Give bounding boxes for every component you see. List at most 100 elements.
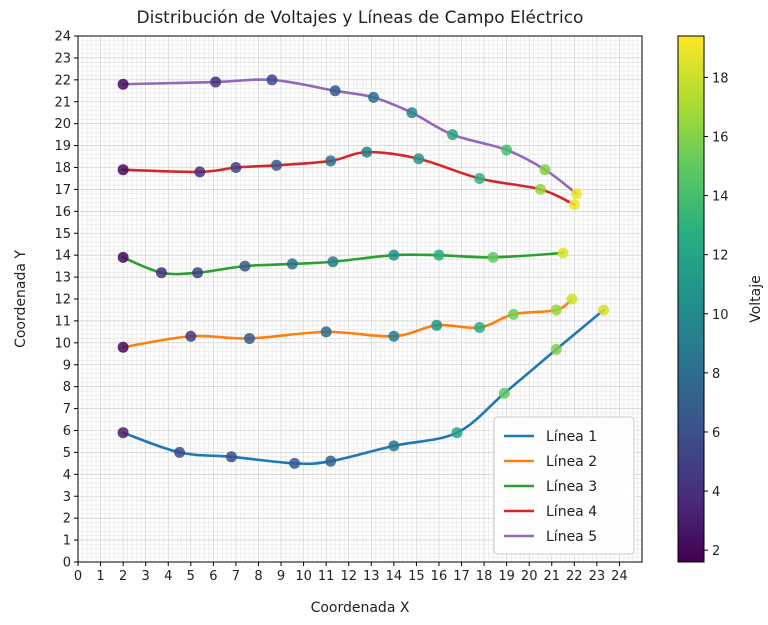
x-tick-label: 9 [277, 569, 285, 584]
y-tick-label: 21 [54, 95, 71, 110]
colorbar-tick-label: 10 [712, 308, 729, 323]
point-series-5 [266, 74, 278, 86]
legend-label: Línea 3 [546, 479, 597, 495]
y-tick-label: 7 [63, 402, 71, 417]
line-series-1 [121, 308, 605, 466]
point-series-4 [325, 155, 337, 167]
colorbar-tick-label: 18 [712, 71, 729, 86]
y-tick-label: 22 [54, 73, 71, 88]
legend-label: Línea 1 [546, 429, 597, 445]
x-tick-label: 21 [543, 569, 560, 584]
y-tick-label: 5 [63, 446, 71, 461]
point-series-5 [210, 76, 222, 88]
point-series-2 [117, 341, 129, 353]
line-series-3 [121, 251, 565, 276]
y-tick-label: 0 [63, 556, 71, 571]
colorbar-tick-label: 8 [712, 367, 720, 382]
y-tick-label: 1 [63, 534, 71, 549]
x-tick-label: 18 [476, 569, 493, 584]
x-tick-label: 13 [363, 569, 380, 584]
point-series-2 [550, 304, 562, 316]
point-series-1 [598, 304, 610, 316]
line-series-2 [121, 297, 574, 349]
x-tick-label: 22 [566, 569, 583, 584]
point-series-1 [325, 455, 337, 467]
point-series-1 [174, 446, 186, 458]
x-tick-label: 1 [96, 569, 104, 584]
x-tick-label: 14 [386, 569, 403, 584]
y-tick-label: 13 [54, 271, 71, 286]
y-axis-label: Coordenada Y [13, 250, 29, 348]
x-tick-label: 15 [408, 569, 425, 584]
x-tick-label: 24 [611, 569, 628, 584]
point-series-2 [431, 319, 443, 331]
y-tick-label: 20 [54, 117, 71, 132]
y-tick-label: 15 [54, 227, 71, 242]
y-tick-label: 16 [54, 205, 71, 220]
legend-label: Línea 4 [546, 504, 597, 520]
point-series-4 [361, 146, 373, 158]
colorbar-tick-label: 12 [712, 249, 729, 264]
point-series-3 [487, 251, 499, 263]
y-tick-label: 24 [54, 30, 71, 45]
point-series-2 [566, 293, 578, 305]
colorbar-tick-label: 6 [712, 426, 720, 441]
point-series-3 [192, 267, 204, 279]
x-tick-label: 20 [521, 569, 538, 584]
point-series-4 [474, 172, 486, 184]
point-series-5 [368, 91, 380, 103]
x-tick-label: 4 [164, 569, 172, 584]
point-series-3 [286, 258, 298, 270]
y-tick-label: 9 [63, 358, 71, 373]
x-tick-label: 12 [340, 569, 357, 584]
point-series-4 [413, 153, 425, 165]
point-series-5 [501, 144, 513, 156]
point-series-2 [507, 308, 519, 320]
point-series-2 [320, 326, 332, 338]
y-tick-label: 19 [54, 139, 71, 154]
legend-box [493, 416, 635, 555]
x-tick-label: 5 [187, 569, 195, 584]
point-series-5 [406, 107, 418, 119]
point-series-1 [550, 343, 562, 355]
point-series-3 [388, 249, 400, 261]
point-series-3 [239, 260, 251, 272]
x-tick-label: 17 [453, 569, 470, 584]
legend-label: Línea 5 [546, 529, 597, 545]
point-series-2 [474, 321, 486, 333]
point-series-5 [117, 78, 129, 90]
y-tick-label: 2 [63, 512, 71, 527]
point-series-3 [117, 251, 129, 263]
point-series-2 [388, 330, 400, 342]
point-series-5 [539, 164, 551, 176]
point-series-2 [243, 332, 255, 344]
x-tick-label: 7 [232, 569, 240, 584]
x-tick-label: 11 [318, 569, 335, 584]
x-axis-label: Coordenada X [311, 600, 410, 616]
legend-label: Línea 2 [546, 454, 597, 470]
x-tick-label: 19 [498, 569, 515, 584]
point-series-4 [117, 164, 129, 176]
point-series-1 [451, 427, 463, 439]
point-series-4 [194, 166, 206, 178]
point-series-4 [534, 183, 546, 195]
x-tick-label: 2 [119, 569, 127, 584]
x-tick-label: 16 [431, 569, 448, 584]
x-tick-label: 10 [295, 569, 312, 584]
y-tick-label: 11 [54, 314, 71, 329]
y-tick-label: 12 [54, 293, 71, 308]
y-tick-label: 6 [63, 424, 71, 439]
point-series-5 [329, 85, 341, 97]
x-tick-label: 3 [142, 569, 150, 584]
legend: Línea 1 Línea 2 Línea 3 Línea 4 Línea 5 [493, 416, 635, 555]
y-tick-label: 3 [63, 490, 71, 505]
y-tick-label: 23 [54, 51, 71, 66]
point-series-1 [289, 457, 301, 469]
x-tick-label: 23 [589, 569, 606, 584]
x-tick-label: 6 [209, 569, 217, 584]
point-series-3 [155, 267, 167, 279]
line-series-4 [121, 150, 576, 207]
chart-title: Distribución de Voltajes y Líneas de Cam… [137, 8, 584, 28]
